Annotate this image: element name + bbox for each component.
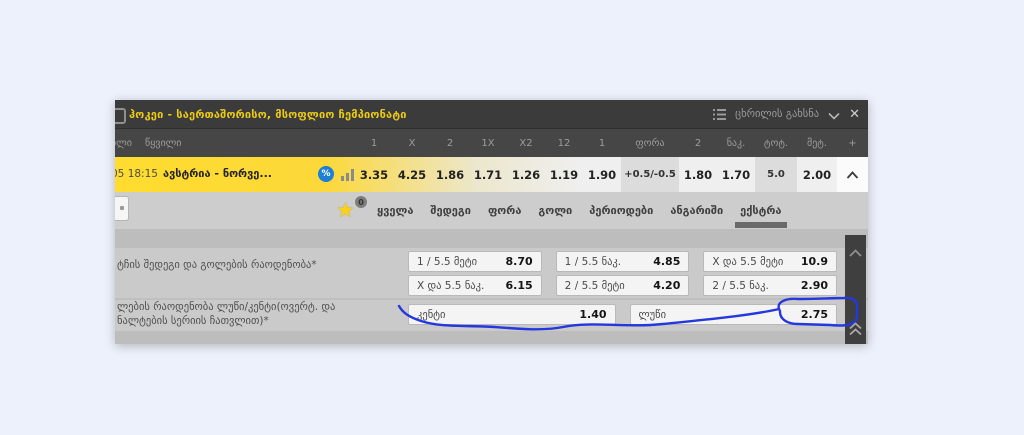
match-time: 05 18:15 (115, 168, 158, 180)
tab-handicap[interactable]: ფორა (487, 204, 522, 217)
favorites-count-badge: 0 (355, 196, 367, 208)
match-teams: ავსტრია - ნორვე... (163, 167, 272, 180)
tab-result[interactable]: შედეგი (430, 204, 471, 217)
separator-band (115, 229, 868, 248)
league-header: ჰოკეი - საერთაშორისო, მსოფლიო ჩემპიონატი… (115, 100, 868, 128)
chevron-up-icon (846, 170, 859, 179)
tab-extra[interactable]: ექსტრა (735, 193, 787, 228)
percent-icon: % (318, 166, 334, 182)
column-h2: 2 (694, 137, 702, 149)
collapsed-side-button[interactable] (115, 196, 129, 221)
market-row-result-goals: ტჩის შედეგი და გოლების რაოდენობა* 1 / 5.… (115, 248, 868, 298)
bet-option[interactable]: 1 / 5.5 მეტი 8.70 (408, 251, 542, 272)
market-label: ტჩის შედეგი და გოლების რაოდენობა* (117, 259, 317, 271)
stats-bars-icon[interactable] (341, 169, 355, 181)
handicap-value: +0.5/-0.5 (621, 157, 679, 192)
bet-option[interactable]: X და 5.5 მეტი 10.9 (703, 251, 838, 272)
market-label: ლების რაოდენობა ლუწი/კენტი(ოვერტ. და ნალ… (117, 301, 336, 327)
column-total: ტოტ. (763, 137, 789, 149)
close-icon[interactable]: ✕ (849, 106, 860, 122)
column-table-label: რილი (115, 138, 132, 149)
tab-score[interactable]: ანგარიში (670, 204, 724, 217)
column-more[interactable]: + (848, 137, 857, 149)
column-1x: 1X (481, 137, 495, 149)
chevron-down-icon[interactable] (828, 105, 840, 124)
column-x2: X2 (519, 137, 533, 149)
total-value: 5.0 (755, 157, 797, 192)
tab-all[interactable]: ყველა (377, 204, 414, 217)
bet-option-odd[interactable]: კენტი 1.40 (408, 304, 616, 325)
odd-x2[interactable]: 1.26 (511, 167, 541, 182)
market-divider (115, 298, 868, 300)
match-row[interactable]: 05 18:15 ავსტრია - ნორვე... % 3.35 4.25 … (115, 157, 868, 192)
odd-1x[interactable]: 1.71 (473, 167, 503, 182)
column-x: X (408, 137, 416, 149)
column-pair-label: წყვილი (145, 138, 182, 149)
column-under: ნაკ. (726, 137, 746, 149)
odd-2[interactable]: 1.86 (435, 167, 465, 182)
market-row-odd-even: ლების რაოდენობა ლუწი/კენტი(ოვერტ. და ნალ… (115, 300, 868, 331)
market-tabs-bar: ★ 0 ყველა შედეგი ფორა გოლი პერიოდები ანგ… (115, 192, 868, 229)
odd-12[interactable]: 1.19 (549, 167, 579, 182)
bet-option[interactable]: X და 5.5 ნაკ. 6.15 (408, 275, 542, 296)
betting-panel: ჰოკეი - საერთაშორისო, მსოფლიო ჩემპიონატი… (115, 100, 868, 344)
odd-h1[interactable]: 1.90 (587, 167, 617, 182)
scroll-up-icon[interactable] (848, 243, 863, 262)
favorites-star-icon[interactable]: ★ 0 (336, 195, 367, 225)
bet-option[interactable]: 2 / 5.5 მეტი 4.20 (555, 275, 690, 296)
column-2: 2 (446, 137, 454, 149)
sport-icon (115, 108, 126, 124)
market-scrollbar[interactable] (845, 235, 866, 344)
odd-x[interactable]: 4.25 (397, 167, 427, 182)
tab-goal[interactable]: გოლი (538, 204, 573, 217)
column-1: 1 (370, 137, 378, 149)
scroll-to-top-icon[interactable] (848, 321, 863, 340)
column-h1: 1 (598, 137, 606, 149)
bet-option[interactable]: 1 / 5.5 ნაკ. 4.85 (555, 251, 690, 272)
column-12: 12 (557, 137, 571, 149)
odd-h2[interactable]: 1.80 (683, 167, 713, 182)
bet-option-even[interactable]: ლუწი 2.75 (629, 304, 837, 325)
open-table-button[interactable]: ცხრილის გახსნა (735, 108, 820, 120)
bottom-band (115, 331, 868, 344)
collapse-row-button[interactable] (837, 157, 868, 192)
league-title: ჰოკეი - საერთაშორისო, მსოფლიო ჩემპიონატი (129, 107, 407, 121)
column-handicap: ფორა (635, 137, 665, 149)
odd-under[interactable]: 1.70 (721, 167, 751, 182)
odd-1[interactable]: 3.35 (359, 167, 389, 182)
odds-column-header: რილი წყვილი 1 X 2 1X X2 12 1 ფორა 2 ნაკ.… (115, 128, 868, 157)
bet-option[interactable]: 2 / 5.5 ნაკ. 2.90 (703, 275, 838, 296)
tab-periods[interactable]: პერიოდები (589, 204, 654, 217)
list-icon[interactable] (713, 105, 727, 124)
odd-over[interactable]: 2.00 (802, 167, 832, 182)
column-over: მეტ. (806, 137, 828, 149)
